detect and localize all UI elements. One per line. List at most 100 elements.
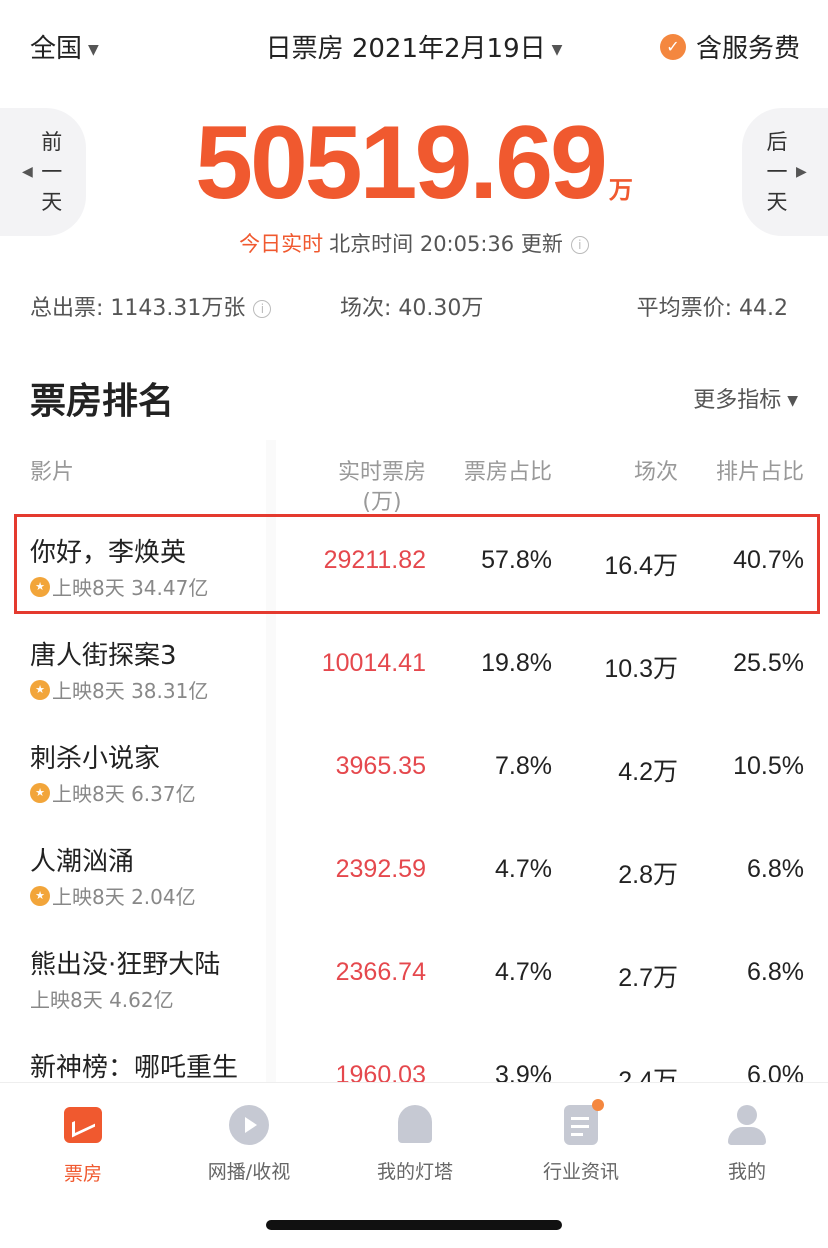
service-fee-toggle[interactable]: ✓ 含服务费 [659, 28, 800, 65]
shows-count: 2.7万 [618, 964, 678, 992]
stat-tickets: 总出票: 1143.31万张 i [30, 290, 272, 322]
medal-icon: ★ [30, 885, 50, 906]
shows-count: 10.3万 [604, 655, 678, 683]
col-header-realtime-label: 实时票房 [337, 460, 426, 485]
tab-label: 票房 [63, 1163, 102, 1185]
next-day-char: 后 [766, 130, 788, 154]
ranking-row[interactable]: 唐人街探案3 ★ 上映8天 38.31亿 10014.41 19.8% 10.3万 25.5… [0, 615, 828, 717]
info-icon[interactable]: i [570, 236, 589, 254]
ranking-row[interactable]: 熊出没·狂野大陆 上映8天 4.62亿 2366.74 4.7% 2.7万 6.8% [0, 924, 828, 1026]
prev-day-button[interactable]: ◀ 前 一 天 [0, 108, 86, 236]
lighthouse-icon [395, 1105, 435, 1145]
tab-industry-news[interactable]: 行业资讯 [498, 1099, 664, 1184]
boxoffice-share: 57.8% [481, 546, 552, 574]
stat-tickets-text: 总出票: 1143.31万张 [30, 296, 246, 321]
tab-label: 网播/收视 [207, 1161, 291, 1183]
next-day-button[interactable]: 后 一 天 ▶ [742, 108, 828, 236]
film-subtitle: ★ 上映8天 2.04亿 [30, 881, 196, 910]
more-metrics-label: 更多指标 [693, 388, 782, 413]
caret-down-icon: ▼ [88, 41, 99, 58]
service-fee-label: 含服务费 [695, 34, 800, 64]
realtime-boxoffice: 2366.74 [335, 958, 426, 986]
news-icon [561, 1099, 604, 1145]
tab-my-lighthouse[interactable]: 我的灯塔 [332, 1105, 498, 1184]
caret-down-icon: ▼ [551, 41, 563, 58]
total-boxoffice-unit: 万 [608, 177, 633, 204]
stats-row: 总出票: 1143.31万张 i 场次: 40.30万 平均票价: 44.2 [30, 290, 788, 322]
boxoffice-share: 4.7% [495, 855, 552, 883]
prev-day-char: 一 [41, 160, 63, 184]
column-divider [266, 440, 276, 1090]
slot-share: 6.8% [747, 958, 804, 986]
film-subtitle: 上映8天 4.62亿 [30, 984, 174, 1013]
date-selector[interactable]: 日票房 2021年2月19日 ▼ [0, 28, 828, 65]
tab-label: 我的 [727, 1161, 766, 1183]
col-header-slot[interactable]: 排片占比 [715, 460, 804, 485]
ranking-row[interactable]: 刺杀小说家 ★ 上映8天 6.37亿 3965.35 7.8% 4.2万 10.5% [0, 718, 828, 820]
tab-boxoffice[interactable]: 票房 [0, 1105, 166, 1186]
film-title: 熊出没·狂野大陆 [30, 950, 221, 980]
medal-icon: ★ [30, 782, 50, 803]
col-header-realtime-unit: (万) [362, 490, 402, 515]
film-title: 唐人街探案3 [30, 641, 177, 671]
stat-shows: 场次: 40.30万 [340, 296, 484, 321]
slot-share: 25.5% [733, 649, 804, 677]
date-title: 日票房 2021年2月19日 [265, 34, 546, 64]
update-row: 今日实时 北京时间 20:05:36 更新 i [0, 228, 828, 258]
prev-day-char: 天 [41, 190, 63, 214]
prev-day-label: 前 一 天 [41, 127, 63, 217]
update-time: 北京时间 20:05:36 更新 [329, 232, 563, 256]
caret-down-icon: ▼ [787, 393, 798, 409]
highlight-box [14, 514, 820, 614]
slot-share: 6.8% [747, 855, 804, 883]
region-selector[interactable]: 全国 ▼ [30, 28, 99, 65]
more-metrics-button[interactable]: 更多指标 ▼ [693, 382, 798, 414]
realtime-boxoffice: 29211.82 [323, 546, 426, 574]
next-day-char: 天 [766, 190, 788, 214]
film-release-info: 上映8天 6.37亿 [52, 782, 196, 806]
home-indicator[interactable] [266, 1220, 562, 1230]
boxoffice-share: 4.7% [495, 958, 552, 986]
tab-label: 我的灯塔 [376, 1161, 453, 1183]
film-title: 你好，李焕英 [30, 538, 187, 568]
slot-share: 40.7% [733, 546, 804, 574]
film-release-info: 上映8天 2.04亿 [52, 885, 196, 909]
ranking-row[interactable]: 人潮汹涌 ★ 上映8天 2.04亿 2392.59 4.7% 2.8万 6.8% [0, 821, 828, 923]
film-title: 新神榜：哪吒重生 [30, 1053, 239, 1083]
shows-count: 16.4万 [604, 552, 678, 580]
realtime-boxoffice: 2392.59 [335, 855, 426, 883]
film-subtitle: ★ 上映8天 38.31亿 [30, 675, 208, 704]
film-release-info: 上映8天 38.31亿 [52, 679, 209, 703]
film-subtitle: ★ 上映8天 6.37亿 [30, 778, 196, 807]
ranking-title: 票房排名 [30, 381, 175, 422]
live-label: 今日实时 [239, 232, 324, 256]
realtime-boxoffice: 3965.35 [335, 752, 426, 780]
check-icon: ✓ [659, 33, 686, 60]
film-title: 刺杀小说家 [30, 744, 161, 774]
ranking-row[interactable]: 你好，李焕英 ★ 上映8天 34.47亿 29211.82 57.8% 16.4万 40.7… [0, 512, 828, 614]
medal-icon: ★ [30, 679, 50, 700]
total-boxoffice-value: 50519.69 [195, 105, 608, 221]
info-icon[interactable]: i [253, 300, 272, 318]
shows-count: 2.8万 [618, 861, 678, 889]
shows-count: 4.2万 [618, 758, 678, 786]
film-subtitle: ★ 上映8天 34.47亿 [30, 572, 208, 601]
tab-profile[interactable]: 我的 [664, 1105, 828, 1184]
col-header-realtime[interactable]: 实时票房 (万) [338, 458, 426, 518]
col-header-shows[interactable]: 场次 [633, 460, 678, 485]
bottom-tab-bar: 票房 网播/收视 我的灯塔 行业资讯 我的 [0, 1082, 828, 1248]
film-release-info: 上映8天 34.47亿 [52, 576, 209, 600]
boxoffice-share: 19.8% [481, 649, 552, 677]
slot-share: 10.5% [733, 752, 804, 780]
region-label: 全国 [30, 34, 83, 64]
notification-dot [592, 1099, 604, 1111]
arrow-left-icon: ◀ [22, 164, 33, 180]
next-day-label: 后 一 天 [766, 127, 788, 217]
user-icon [727, 1105, 767, 1145]
prev-day-char: 前 [41, 130, 63, 154]
tab-label: 行业资讯 [542, 1161, 619, 1183]
col-header-share[interactable]: 票房占比 [463, 460, 552, 485]
medal-icon: ★ [30, 576, 50, 597]
col-header-film: 影片 [30, 460, 75, 485]
tab-streaming[interactable]: 网播/收视 [166, 1105, 332, 1184]
